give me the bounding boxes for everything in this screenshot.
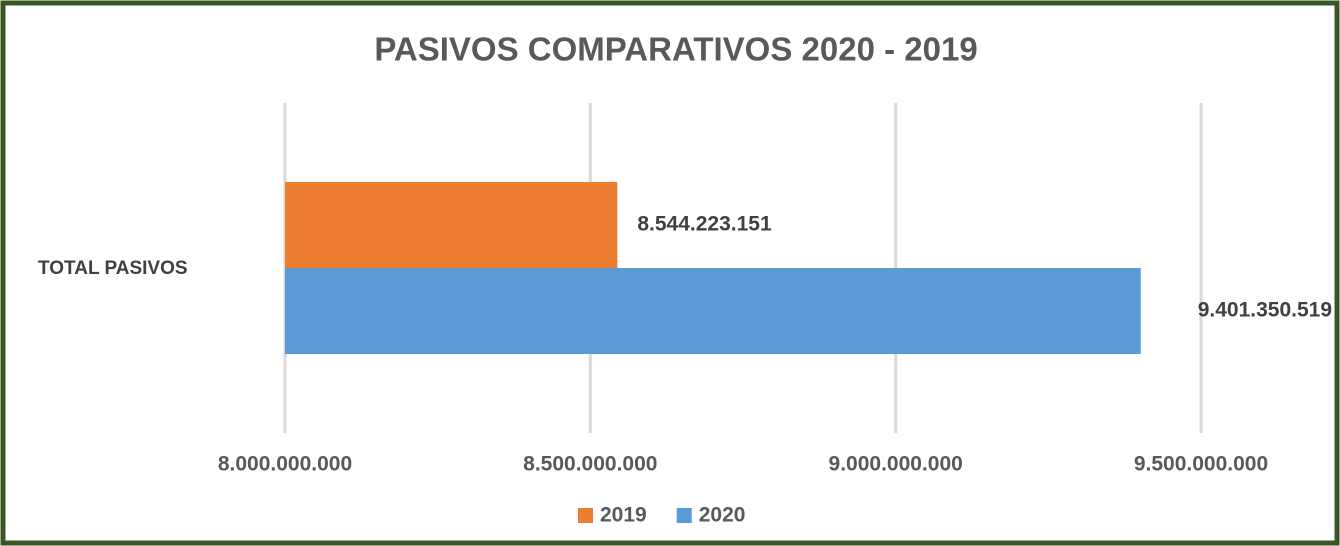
chart-title: PASIVOS COMPARATIVOS 2020 - 2019	[374, 31, 977, 68]
x-tick-label: 8.000.000.000	[218, 453, 352, 476]
legend-swatch	[578, 508, 593, 523]
data-label: 8.544.223.151	[637, 213, 772, 236]
x-tick-label: 9.500.000.000	[1134, 453, 1268, 476]
bar	[285, 182, 618, 268]
y-tick-label: TOTAL PASIVOS	[38, 258, 188, 279]
x-tick-label: 8.500.000.000	[523, 453, 657, 476]
x-tick-label: 9.000.000.000	[829, 453, 963, 476]
data-label: 9.401.350.519	[1198, 299, 1332, 322]
legend-label: 2020	[699, 504, 746, 527]
bar	[285, 268, 1141, 354]
legend-swatch	[676, 508, 692, 523]
legend-label: 2019	[600, 504, 647, 527]
